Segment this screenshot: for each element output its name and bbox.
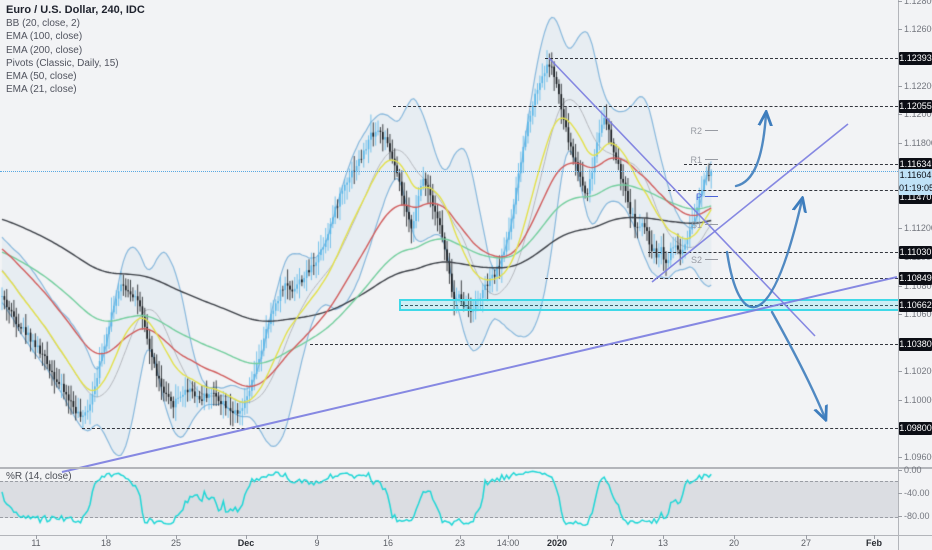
- time-tick-mark: [176, 535, 177, 539]
- time-axis-label: 27: [800, 538, 812, 548]
- price-tick-mark: [898, 371, 902, 372]
- time-axis-label: 23: [454, 538, 466, 548]
- pivot-label-p: P: [695, 192, 702, 202]
- wpr-tick-label: -80.00: [904, 511, 930, 521]
- key-level-line[interactable]: [393, 106, 898, 107]
- time-tick-mark: [612, 535, 613, 539]
- symbol-title[interactable]: Euro / U.S. Dollar, 240, IDC: [6, 4, 145, 16]
- key-level-line[interactable]: [668, 190, 898, 191]
- price-tick-label: 1.12600: [904, 24, 932, 34]
- key-level-line[interactable]: [310, 344, 898, 345]
- price-tick-mark: [898, 286, 902, 287]
- key-level-price-label: 1.12393: [899, 51, 932, 65]
- pivot-label-s1: S1: [690, 220, 702, 230]
- pivot-level-dash: [705, 259, 718, 260]
- price-tick-label: 1.10000: [904, 395, 932, 405]
- pivot-label-r2: R2: [690, 126, 702, 136]
- key-level-line[interactable]: [400, 305, 898, 306]
- price-tick-label: 1.12200: [904, 81, 932, 91]
- price-tick-mark: [898, 228, 902, 229]
- time-axis-label: 18: [100, 538, 112, 548]
- indicator-legend-ema21[interactable]: EMA (21, close): [6, 84, 77, 96]
- time-tick-mark: [557, 535, 558, 539]
- time-axis-separator: [0, 535, 932, 536]
- price-tick-label: 1.10800: [904, 281, 932, 291]
- time-tick-mark: [246, 535, 247, 539]
- time-axis-label: 25: [170, 538, 182, 548]
- price-tick-label: 1.09600: [904, 452, 932, 462]
- key-level-line[interactable]: [545, 278, 898, 279]
- indicator-legend-pivots[interactable]: Pivots (Classic, Daily, 15): [6, 57, 119, 69]
- last-price-line: [0, 171, 898, 172]
- key-level-price-label: 1.10849: [899, 271, 932, 285]
- time-tick-mark: [806, 535, 807, 539]
- indicator-legend-bb[interactable]: BB (20, close, 2): [6, 18, 80, 29]
- key-level-price-label: 1.11634: [899, 157, 932, 171]
- key-level-price-label: 1.09800: [899, 421, 932, 435]
- time-axis-label: 2020: [546, 538, 568, 548]
- wpr-tick-mark: [898, 493, 902, 494]
- time-tick-mark: [388, 535, 389, 539]
- price-axis-border[interactable]: [898, 0, 899, 550]
- time-axis-label: 16: [382, 538, 394, 548]
- pivot-level-dash: [705, 130, 718, 131]
- indicator-legend-ema100[interactable]: EMA (100, close): [6, 31, 83, 43]
- key-level-line[interactable]: [648, 252, 898, 253]
- chart-legend[interactable]: Euro / U.S. Dollar, 240, IDC BB (20, clo…: [6, 3, 145, 97]
- time-tick-mark: [460, 535, 461, 539]
- time-axis-label: 9: [314, 538, 320, 548]
- time-axis-label: 20: [728, 538, 740, 548]
- key-level-line[interactable]: [545, 58, 898, 59]
- price-tick-mark: [898, 143, 902, 144]
- time-axis-label: Feb: [865, 538, 883, 548]
- time-tick-mark: [508, 535, 509, 539]
- price-tick-mark: [898, 1, 902, 2]
- price-tick-label: 1.10600: [904, 309, 932, 319]
- time-axis-label: 7: [609, 538, 615, 548]
- pivot-label-s2: S2: [690, 255, 702, 265]
- price-tick-label: 1.12000: [904, 109, 932, 119]
- time-tick-mark: [106, 535, 107, 539]
- last-price-label: 1.11604: [899, 168, 932, 182]
- price-tick-mark: [898, 29, 902, 30]
- wpr-tick-mark: [898, 516, 902, 517]
- time-axis-label: 13: [657, 538, 669, 548]
- price-tick-mark: [898, 86, 902, 87]
- wpr-indicator-label[interactable]: %R (14, close): [6, 471, 72, 482]
- time-tick-mark: [734, 535, 735, 539]
- price-tick-mark: [898, 457, 902, 458]
- price-tick-mark: [898, 314, 902, 315]
- countdown-timer: 01:19:05: [899, 181, 932, 195]
- price-tick-mark: [898, 400, 902, 401]
- time-tick-mark: [663, 535, 664, 539]
- price-tick-label: 1.11200: [904, 223, 932, 233]
- indicator-legend-ema50[interactable]: EMA (50, close): [6, 71, 77, 83]
- key-level-price-label: 1.10380: [899, 337, 932, 351]
- price-tick-label: 1.10200: [904, 366, 932, 376]
- price-tick-label: 1.11800: [904, 138, 932, 148]
- wpr-tick-mark: [898, 470, 902, 471]
- key-level-line[interactable]: [684, 164, 898, 165]
- key-level-price-label: 1.10662: [899, 298, 932, 312]
- price-tick-mark: [898, 114, 902, 115]
- time-tick-mark: [874, 535, 875, 539]
- key-level-line[interactable]: [82, 428, 898, 429]
- wpr-tick-label: -40.00: [904, 488, 930, 498]
- pivot-level-dash: [705, 224, 718, 225]
- time-tick-mark: [36, 535, 37, 539]
- indicator-legend-ema200[interactable]: EMA (200, close): [6, 44, 83, 56]
- pane-separator[interactable]: [0, 467, 932, 469]
- key-level-price-label: 1.11030: [899, 245, 932, 259]
- wpr-tick-label: 0.00: [904, 465, 922, 475]
- time-axis-label: 11: [31, 538, 41, 548]
- price-tick-label: 1.12800: [904, 0, 932, 6]
- key-level-price-label: 1.12055: [899, 99, 932, 113]
- pivot-level-dash: [705, 159, 718, 160]
- time-tick-mark: [317, 535, 318, 539]
- time-axis-label: 14:00: [496, 538, 520, 548]
- time-axis-label: Dec: [237, 538, 255, 548]
- pivot-label-r1: R1: [690, 155, 702, 165]
- pivot-level-dash: [705, 196, 718, 197]
